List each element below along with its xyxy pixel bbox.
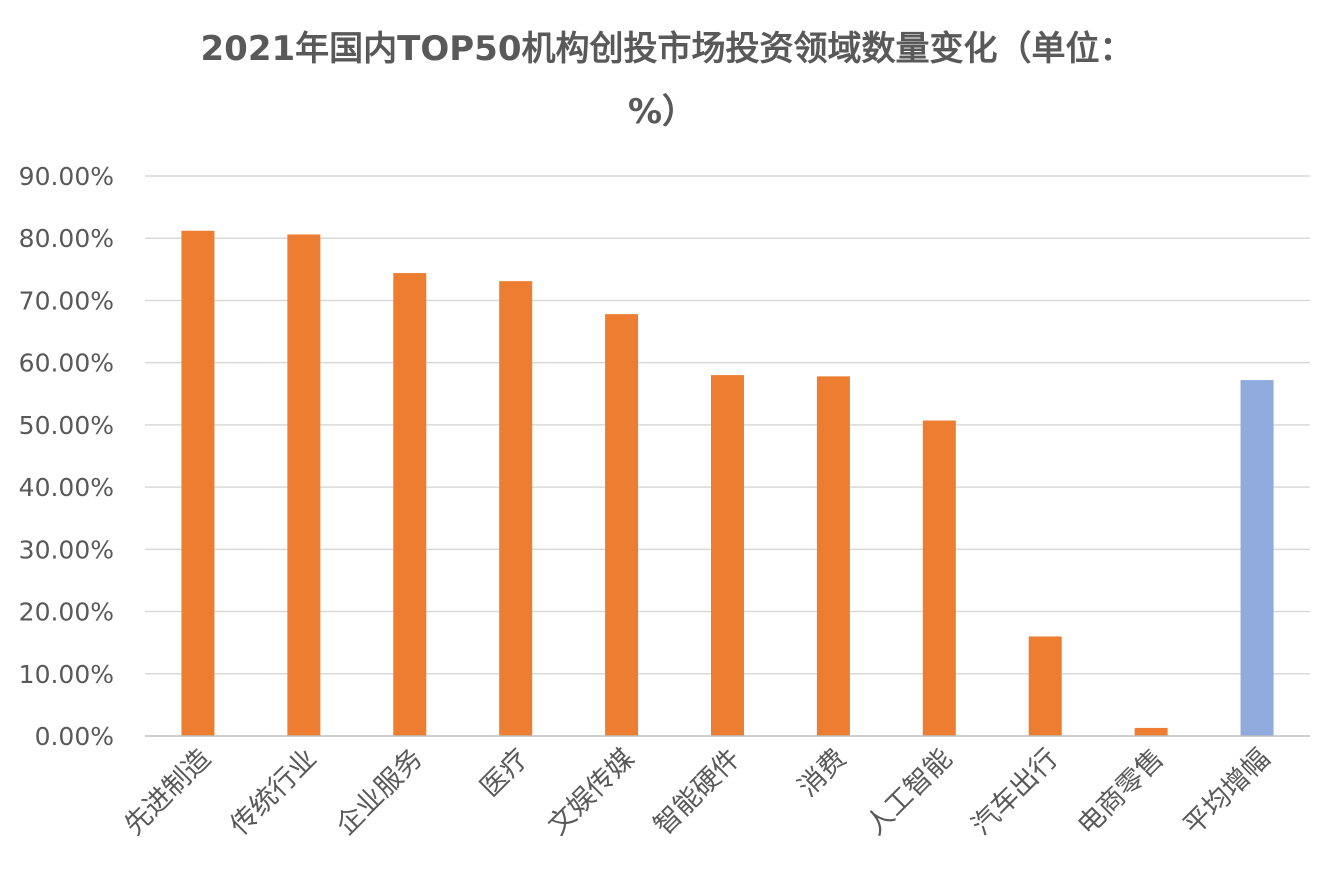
chart-title-line-2: %） — [628, 92, 696, 132]
bar-8 — [922, 420, 956, 736]
bar-11 — [1240, 380, 1274, 736]
y-tick-label: 80.00% — [19, 224, 114, 253]
y-tick-label: 60.00% — [19, 349, 114, 378]
bar-4 — [499, 281, 533, 736]
bar-7 — [816, 376, 850, 736]
bar-3 — [393, 273, 427, 736]
bar-2 — [287, 234, 321, 736]
y-tick-label: 10.00% — [19, 660, 114, 689]
y-tick-label: 0.00% — [35, 722, 114, 751]
x-tick-label: 平均增幅 — [1178, 743, 1276, 841]
bar-5 — [605, 314, 639, 736]
y-axis-ticks: 0.00% 10.00% 20.00% 30.00% 40.00% 50.00% 60.00… — [19, 162, 114, 751]
x-tick-label: 汽车出行 — [966, 743, 1064, 841]
x-axis-ticks: 先进制造 传统行业 企业服务 医疗 文娱传媒 智能硬件 消费 人工智能 汽车出行 电商零售 平均增幅 — [119, 743, 1276, 841]
y-tick-label: 30.00% — [19, 535, 114, 564]
x-tick-label: 医疗 — [475, 743, 535, 803]
x-tick-label: 文娱传媒 — [542, 743, 640, 841]
y-tick-label: 90.00% — [19, 162, 114, 191]
y-tick-label: 50.00% — [19, 411, 114, 440]
bar-10 — [1134, 727, 1168, 736]
x-tick-label: 企业服务 — [330, 743, 428, 841]
x-tick-label: 人工智能 — [860, 743, 958, 841]
y-tick-label: 20.00% — [19, 598, 114, 627]
bar-9 — [1028, 636, 1062, 736]
x-tick-label: 先进制造 — [119, 743, 217, 841]
chart-title-line-1: 2021年国内TOP50机构创投市场投资领域数量变化（单位： — [201, 29, 1134, 69]
bar-1 — [181, 230, 215, 736]
x-tick-label: 智能硬件 — [648, 743, 746, 841]
y-tick-label: 40.00% — [19, 473, 114, 502]
x-tick-label: 传统行业 — [225, 743, 323, 841]
x-tick-label: 消费 — [792, 743, 852, 803]
bar-6 — [711, 375, 744, 736]
bars — [181, 230, 1274, 736]
y-tick-label: 70.00% — [19, 286, 114, 315]
x-tick-label: 电商零售 — [1072, 743, 1170, 841]
